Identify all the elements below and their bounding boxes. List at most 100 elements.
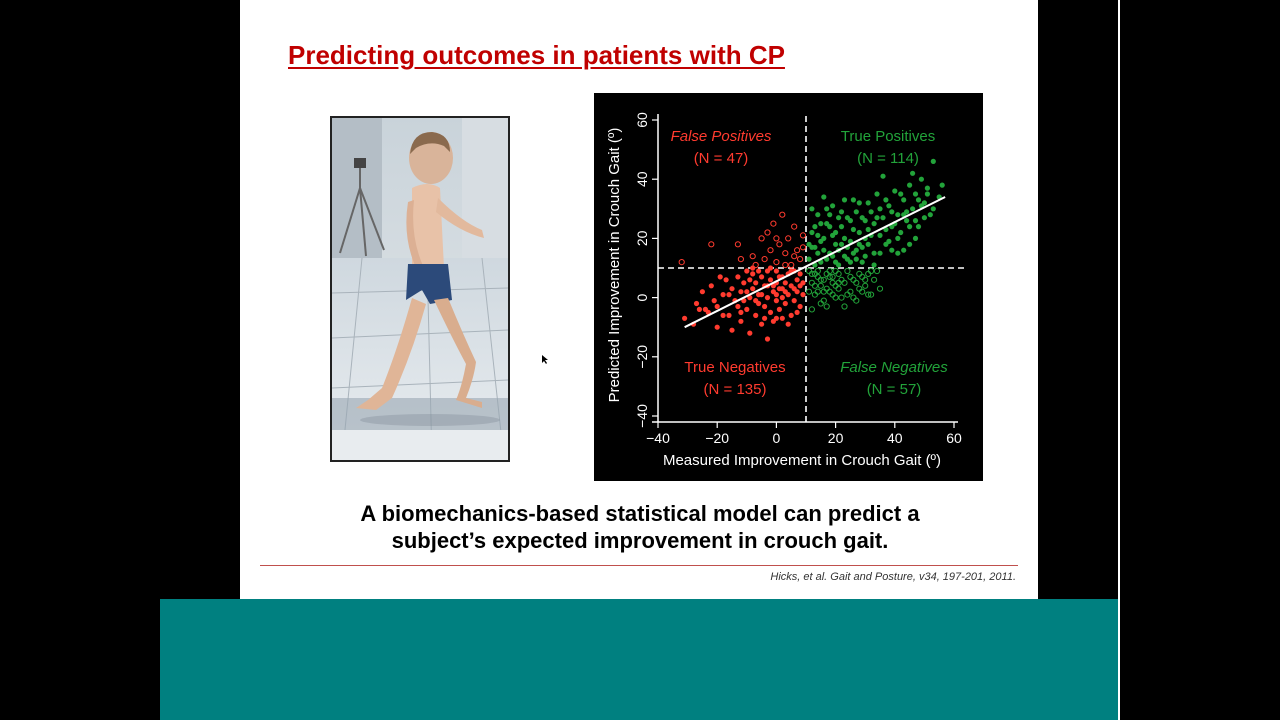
scatter-chart: −40 −20 0 20 40 60 −40 −20 0 20 40 60 False Positiv… bbox=[594, 93, 983, 481]
quadrant-label-false-negatives: False Negatives bbox=[840, 359, 948, 376]
data-point bbox=[773, 315, 779, 321]
data-point bbox=[853, 279, 860, 286]
data-point bbox=[907, 224, 913, 230]
data-point bbox=[883, 197, 889, 203]
data-point bbox=[847, 273, 854, 280]
data-point bbox=[930, 206, 936, 212]
data-point bbox=[791, 298, 797, 304]
data-point bbox=[868, 291, 875, 298]
data-point bbox=[785, 235, 792, 242]
data-point bbox=[782, 250, 789, 257]
data-point bbox=[817, 282, 824, 289]
data-point bbox=[808, 270, 815, 277]
data-point bbox=[877, 206, 883, 212]
slide-title: Predicting outcomes in patients with CP bbox=[288, 40, 785, 70]
data-point bbox=[809, 229, 815, 236]
data-point bbox=[753, 280, 759, 286]
data-point bbox=[871, 262, 877, 268]
data-point bbox=[838, 294, 845, 301]
data-point bbox=[874, 191, 880, 197]
x-tick-label: 60 bbox=[946, 430, 962, 446]
data-point bbox=[907, 241, 913, 247]
data-point bbox=[750, 286, 756, 292]
data-point bbox=[821, 194, 827, 200]
data-point bbox=[856, 200, 862, 206]
data-point bbox=[776, 241, 783, 248]
caption-line-2: subject’s expected improvement in crouch… bbox=[391, 528, 889, 553]
data-point bbox=[856, 241, 862, 247]
data-point bbox=[794, 309, 800, 315]
data-point bbox=[829, 279, 836, 286]
data-point bbox=[749, 253, 756, 260]
data-point bbox=[838, 209, 845, 215]
x-tick-label: 0 bbox=[773, 430, 781, 446]
quadrant-label-true-negatives: True Negatives bbox=[684, 359, 785, 376]
data-point bbox=[886, 203, 892, 209]
data-point bbox=[752, 261, 759, 269]
data-point bbox=[726, 292, 732, 298]
data-point bbox=[892, 188, 898, 194]
data-point bbox=[815, 232, 821, 238]
data-point bbox=[806, 256, 812, 262]
data-point bbox=[773, 235, 780, 242]
quadrant-count-false-negatives: (N = 57) bbox=[867, 381, 922, 398]
data-point bbox=[791, 253, 798, 260]
data-point bbox=[889, 247, 895, 253]
data-point bbox=[767, 309, 774, 315]
data-point bbox=[708, 241, 715, 248]
data-point bbox=[817, 276, 824, 283]
data-point bbox=[895, 235, 901, 241]
data-point bbox=[895, 250, 901, 256]
data-point bbox=[744, 268, 750, 274]
data-point bbox=[770, 220, 777, 227]
data-point bbox=[776, 306, 782, 312]
data-point bbox=[782, 280, 788, 286]
data-point bbox=[761, 256, 768, 263]
data-point bbox=[702, 306, 708, 312]
data-point bbox=[895, 212, 901, 218]
data-point bbox=[912, 191, 919, 197]
data-point bbox=[859, 288, 866, 295]
data-point bbox=[791, 223, 798, 230]
data-point bbox=[799, 244, 807, 251]
data-point bbox=[779, 211, 786, 218]
data-point bbox=[762, 303, 768, 310]
data-point bbox=[797, 256, 804, 263]
data-point bbox=[767, 277, 774, 283]
data-point bbox=[747, 277, 753, 283]
data-point bbox=[841, 303, 848, 310]
data-point bbox=[901, 247, 907, 253]
data-point bbox=[904, 218, 910, 224]
data-point bbox=[753, 298, 759, 304]
data-point bbox=[699, 289, 705, 295]
data-point bbox=[844, 267, 851, 275]
data-point bbox=[782, 261, 789, 269]
x-axis-label: Measured Improvement in Crouch Gait (º) bbox=[663, 452, 941, 469]
data-point bbox=[832, 294, 839, 301]
data-point bbox=[750, 271, 756, 277]
data-point bbox=[912, 218, 919, 224]
data-point bbox=[856, 229, 862, 236]
data-point bbox=[720, 312, 726, 318]
data-point bbox=[880, 173, 886, 179]
data-point bbox=[824, 206, 830, 212]
y-tick-label: −40 bbox=[634, 404, 650, 428]
data-point bbox=[737, 256, 744, 263]
data-point bbox=[797, 271, 803, 277]
data-point bbox=[856, 270, 863, 277]
data-point bbox=[815, 250, 821, 256]
data-point bbox=[850, 197, 856, 203]
data-point bbox=[747, 330, 753, 336]
data-point bbox=[738, 309, 744, 315]
data-point bbox=[827, 224, 833, 230]
teal-footer-band bbox=[160, 599, 1118, 720]
x-tick-label: −40 bbox=[646, 430, 670, 446]
data-point bbox=[862, 253, 868, 259]
chart-background bbox=[594, 93, 983, 481]
data-point bbox=[865, 226, 871, 233]
data-point bbox=[833, 229, 839, 236]
data-point bbox=[762, 315, 768, 321]
data-point bbox=[853, 256, 859, 262]
data-point bbox=[850, 250, 856, 256]
data-point bbox=[788, 312, 794, 318]
